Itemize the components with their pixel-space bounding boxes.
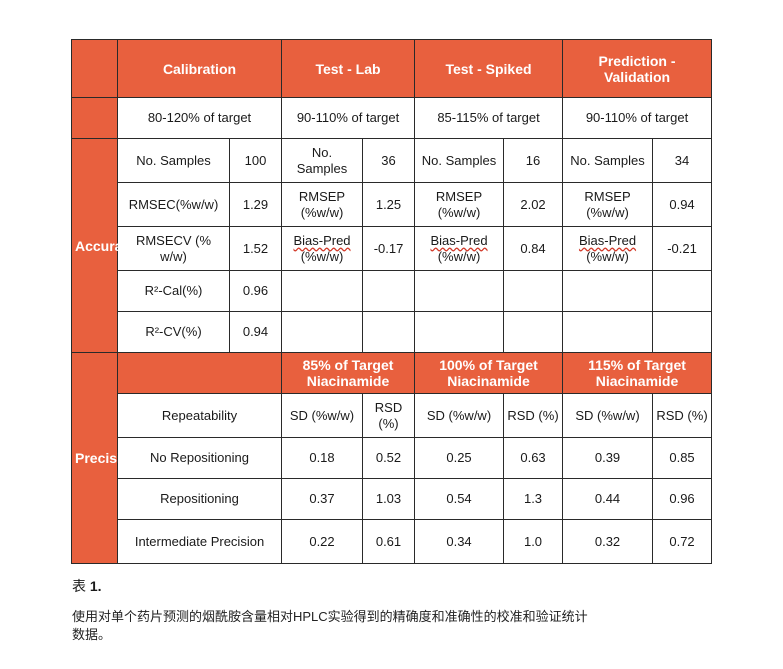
header-calibration: Calibration (117, 39, 282, 98)
cal-label: No. Samples (117, 138, 230, 183)
target-test-lab: 90-110% of target (280, 97, 416, 139)
group-115: 115% of Target Niacinamide (562, 352, 713, 394)
caption-text: 使用对单个药片预测的烟酰胺含量相对HPLC实验得到的精确度和准确性的校准和验证统… (72, 609, 588, 642)
corner-cell (71, 39, 118, 98)
value-cell: 0.52 (361, 437, 416, 479)
pred-value: 34 (652, 138, 713, 183)
group-100: 100% of Target Niacinamide (414, 352, 564, 394)
lab-label: No. Samples (281, 138, 363, 183)
sd-header: SD (%w/w) (281, 393, 363, 438)
spacer-cell (71, 97, 118, 139)
empty-cell (361, 270, 416, 312)
bias-pred-text: Bias-Pred (293, 232, 351, 248)
cal-label: R²-CV(%) (117, 311, 230, 353)
value-cell: 1.03 (361, 478, 416, 520)
value-cell: 0.44 (562, 478, 654, 520)
value-cell: 0.18 (281, 437, 363, 479)
value-cell: 0.54 (414, 478, 505, 520)
rsd-header: RSD (%) (503, 393, 564, 438)
spiked-label: RMSEP (%w/w) (414, 182, 505, 227)
target-prediction: 90-110% of target (562, 97, 713, 139)
spiked-label: No. Samples (414, 138, 505, 183)
lab-label: RMSEP (%w/w) (281, 182, 363, 227)
cal-label: R²-Cal(%) (117, 270, 230, 312)
unit-text: (%w/w) (300, 248, 344, 264)
header-test-spiked: Test - Spiked (414, 39, 564, 98)
empty-cell (652, 311, 713, 353)
lab-label: Bias-Pred (%w/w) (281, 226, 363, 271)
spiked-label: Bias-Pred (%w/w) (414, 226, 505, 271)
pred-value: 0.94 (652, 182, 713, 227)
empty-cell (281, 311, 363, 353)
value-cell: 0.34 (414, 519, 505, 564)
target-test-spiked: 85-115% of target (414, 97, 564, 139)
unit-text: (%w/w) (437, 248, 481, 264)
caption-index: 1. (89, 578, 102, 594)
value-cell: 0.22 (281, 519, 363, 564)
row-label: Intermediate Precision (117, 519, 282, 564)
precision-header-blank (117, 352, 282, 394)
cal-value: 100 (229, 138, 282, 183)
value-cell: 0.39 (562, 437, 654, 479)
value-cell: 0.61 (361, 519, 416, 564)
value-cell: 1.0 (503, 519, 564, 564)
pred-label: No. Samples (562, 138, 654, 183)
spiked-value: 2.02 (503, 182, 564, 227)
target-calibration: 80-120% of target (117, 97, 282, 139)
group-85: 85% of Target Niacinamide (280, 352, 416, 394)
lab-value: 36 (361, 138, 416, 183)
empty-cell (562, 311, 654, 353)
precision-label: Precision (71, 352, 138, 564)
empty-cell (503, 311, 564, 353)
value-cell: 0.72 (652, 519, 713, 564)
value-cell: 0.63 (503, 437, 564, 479)
row-label: Repositioning (117, 478, 282, 520)
header-test-lab: Test - Lab (280, 39, 416, 98)
value-cell: 0.85 (652, 437, 713, 479)
repeatability-label: Repeatability (117, 393, 282, 438)
lab-value: 1.25 (361, 182, 416, 227)
value-cell: 0.32 (562, 519, 654, 564)
header-prediction-validation: Prediction - Validation (562, 39, 713, 98)
bias-pred-text: Bias-Pred (430, 232, 488, 248)
pred-label: Bias-Pred (%w/w) (562, 226, 654, 271)
empty-cell (281, 270, 363, 312)
empty-cell (652, 270, 713, 312)
pred-label: RMSEP (%w/w) (562, 182, 654, 227)
row-label: No Repositioning (117, 437, 282, 479)
spiked-value: 16 (503, 138, 564, 183)
rsd-header: RSD (%) (652, 393, 713, 438)
caption-number: 表 1. (72, 576, 102, 596)
cal-label: RMSECV (% w/w) (117, 226, 230, 271)
cal-value: 1.52 (229, 226, 282, 271)
empty-cell (361, 311, 416, 353)
cal-value: 0.96 (229, 270, 282, 312)
statistics-table: Calibration Test - Lab Test - Spiked Pre… (71, 39, 713, 564)
empty-cell (414, 311, 505, 353)
sd-header: SD (%w/w) (562, 393, 654, 438)
sd-header: SD (%w/w) (414, 393, 505, 438)
bias-pred-text: Bias-Pred (578, 232, 637, 248)
unit-text: (%w/w) (586, 248, 629, 264)
value-cell: 0.37 (281, 478, 363, 520)
value-cell: 0.96 (652, 478, 713, 520)
spiked-value: 0.84 (503, 226, 564, 271)
cal-label: RMSEC(%w/w) (117, 182, 230, 227)
cal-value: 1.29 (229, 182, 282, 227)
accuracy-label: Accuracy (71, 138, 138, 353)
empty-cell (562, 270, 654, 312)
empty-cell (414, 270, 505, 312)
pred-value: -0.21 (652, 226, 713, 271)
rsd-header: RSD (%) (361, 393, 416, 438)
lab-value: -0.17 (361, 226, 416, 271)
cal-value: 0.94 (229, 311, 282, 353)
value-cell: 0.25 (414, 437, 505, 479)
value-cell: 1.3 (503, 478, 564, 520)
caption-prefix: 表 (72, 578, 86, 594)
empty-cell (503, 270, 564, 312)
